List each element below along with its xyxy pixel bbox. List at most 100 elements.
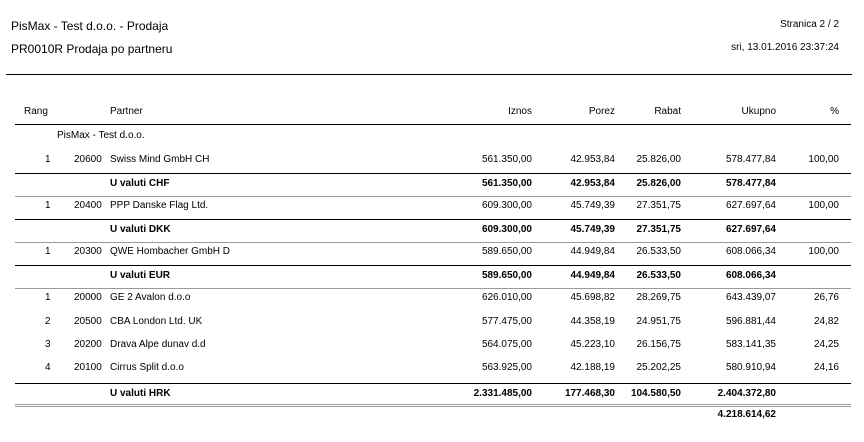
row-ukupno: 643.439,07 [725, 292, 776, 303]
subtotal-rabat: 26.533,50 [636, 270, 682, 281]
row-partner-name: PPP Danske Flag Ltd. [110, 200, 209, 211]
row-ukupno: 627.697,64 [725, 200, 776, 211]
row-partner-name: GE 2 Avalon d.o.o [110, 292, 191, 303]
row-iznos: 626.010,00 [481, 292, 532, 303]
col-ukupno: Ukupno [741, 106, 776, 117]
subtotal-porez: 45.749,39 [570, 224, 616, 235]
column-header-divider [15, 124, 851, 125]
row-porez: 45.223,10 [570, 339, 616, 350]
subtotal-iznos: 609.300,00 [481, 224, 532, 235]
subtotal-iznos: 2.331.485,00 [473, 388, 532, 399]
row-percent: 26,76 [813, 292, 839, 303]
row-percent: 24,82 [813, 316, 839, 327]
company-title: PisMax - Test d.o.o. - Prodaja [11, 19, 169, 33]
row-partner-name: Cirrus Split d.o.o [110, 362, 184, 373]
subtotal-iznos: 589.650,00 [481, 270, 532, 281]
subtotal-porez: 42.953,84 [570, 178, 616, 189]
row-rabat: 25.202,25 [636, 362, 682, 373]
row-partner-code: 20400 [74, 200, 102, 211]
col-iznos: Iznos [508, 106, 532, 117]
subtotal-ukupno: 2.404.372,80 [717, 388, 776, 399]
row-rang: 1 [45, 154, 51, 165]
col-rabat: Rabat [654, 106, 681, 117]
row-porez: 42.188,19 [570, 362, 616, 373]
row-ukupno: 608.066,34 [725, 246, 776, 257]
row-iznos: 563.925,00 [481, 362, 532, 373]
row-porez: 44.358,19 [570, 316, 616, 327]
row-partner-name: QWE Hombacher GmbH D [110, 246, 231, 257]
row-porez: 45.698,82 [570, 292, 616, 303]
grand-total-divider [15, 404, 851, 405]
subtotal-porez: 177.468,30 [564, 388, 615, 399]
subtotal-rabat: 27.351,75 [636, 224, 682, 235]
header-divider [6, 74, 852, 75]
subtotal-bottom-divider [15, 288, 851, 289]
row-ukupno: 578.477,84 [725, 154, 776, 165]
row-rang: 1 [45, 200, 51, 211]
row-percent: 100,00 [808, 200, 839, 211]
subtotal-ukupno: 608.066,34 [725, 270, 776, 281]
row-iznos: 561.350,00 [481, 154, 532, 165]
subtotal-label: U valuti HRK [110, 388, 171, 399]
row-rabat: 27.351,75 [636, 200, 682, 211]
col-porez: Porez [588, 106, 615, 117]
row-ukupno: 596.881,44 [725, 316, 776, 327]
subtotal-ukupno: 627.697,64 [725, 224, 776, 235]
row-rang: 2 [45, 316, 51, 327]
row-partner-code: 20000 [74, 292, 102, 303]
row-rabat: 28.269,75 [636, 292, 682, 303]
row-partner-code: 20500 [74, 316, 102, 327]
subtotal-bottom-divider [15, 242, 851, 243]
row-rabat: 26.156,75 [636, 339, 682, 350]
row-percent: 24,16 [813, 362, 839, 373]
row-porez: 45.749,39 [570, 200, 616, 211]
row-rang: 4 [45, 362, 51, 373]
row-iznos: 577.475,00 [481, 316, 532, 327]
subtotal-label: U valuti EUR [110, 270, 171, 281]
row-rang: 3 [45, 339, 51, 350]
grand-total: 4.218.614,62 [717, 409, 776, 420]
subtotal-porez: 44.949,84 [570, 270, 616, 281]
row-porez: 42.953,84 [570, 154, 616, 165]
subtotal-divider [15, 219, 851, 220]
group-label: PisMax - Test d.o.o. [57, 130, 145, 141]
report-datetime: sri, 13.01.2016 23:37:24 [731, 42, 839, 53]
subtotal-bottom-divider [15, 406, 851, 407]
row-rabat: 24.951,75 [636, 316, 682, 327]
row-rang: 1 [45, 292, 51, 303]
col-partner: Partner [110, 106, 143, 117]
row-ukupno: 583.141,35 [725, 339, 776, 350]
row-rabat: 25.826,00 [636, 154, 682, 165]
report-title: PR0010R Prodaja po partneru [11, 42, 173, 56]
subtotal-rabat: 25.826,00 [636, 178, 682, 189]
row-iznos: 589.650,00 [481, 246, 532, 257]
row-partner-code: 20200 [74, 339, 102, 350]
row-rabat: 26.533,50 [636, 246, 682, 257]
subtotal-divider [15, 383, 851, 384]
row-partner-name: Swiss Mind GmbH CH [110, 154, 210, 165]
row-partner-name: CBA London Ltd. UK [110, 316, 203, 327]
subtotal-rabat: 104.580,50 [630, 388, 681, 399]
subtotal-divider [15, 265, 851, 266]
row-partner-code: 20600 [74, 154, 102, 165]
subtotal-iznos: 561.350,00 [481, 178, 532, 189]
row-iznos: 564.075,00 [481, 339, 532, 350]
page-number: Stranica 2 / 2 [780, 19, 839, 30]
col-percent: % [830, 106, 839, 117]
subtotal-label: U valuti CHF [110, 178, 170, 189]
row-ukupno: 580.910,94 [725, 362, 776, 373]
row-partner-name: Drava Alpe dunav d.d [110, 339, 206, 350]
row-partner-code: 20300 [74, 246, 102, 257]
row-iznos: 609.300,00 [481, 200, 532, 211]
subtotal-ukupno: 578.477,84 [725, 178, 776, 189]
subtotal-label: U valuti DKK [110, 224, 171, 235]
col-rang: Rang [24, 106, 48, 117]
subtotal-bottom-divider [15, 196, 851, 197]
row-porez: 44.949,84 [570, 246, 616, 257]
row-percent: 100,00 [808, 154, 839, 165]
subtotal-divider [15, 173, 851, 174]
row-percent: 24,25 [813, 339, 839, 350]
row-percent: 100,00 [808, 246, 839, 257]
row-partner-code: 20100 [74, 362, 102, 373]
row-rang: 1 [45, 246, 51, 257]
